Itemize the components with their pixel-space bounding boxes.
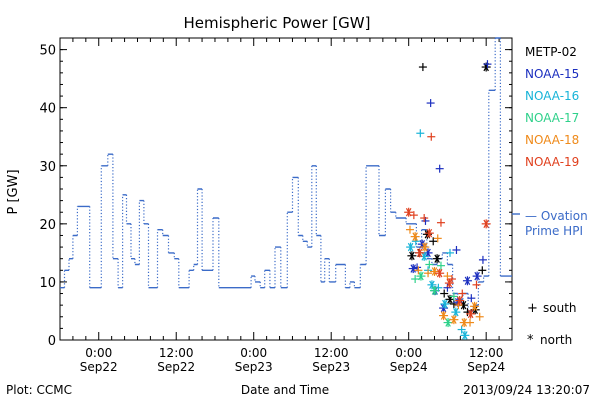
legend-entry: METP-02 — [525, 45, 577, 59]
plot-area: 010203040500:00Sep2212:00Sep220:00Sep231… — [39, 37, 513, 374]
x-tick-label-date: Sep22 — [157, 360, 195, 374]
data-point-south — [424, 269, 433, 278]
data-point-south — [443, 272, 452, 281]
data-point-north — [459, 318, 469, 328]
data-point-south — [440, 289, 449, 298]
data-point-north — [404, 207, 414, 217]
data-point-south — [483, 60, 492, 69]
data-point-south — [418, 63, 427, 72]
x-tick-label-date: Sep24 — [390, 360, 428, 374]
data-point-south — [452, 245, 461, 254]
data-point-south — [472, 280, 481, 289]
data-point-south — [458, 289, 467, 298]
data-point-south — [436, 218, 445, 227]
data-point-south — [427, 132, 436, 141]
x-tick-label-date: Sep24 — [467, 360, 505, 374]
x-tick-label-time: 0:00 — [395, 346, 422, 360]
y-tick-label: 30 — [39, 160, 56, 175]
data-point-south — [446, 248, 455, 257]
data-point-south — [435, 164, 444, 173]
chart-title: Hemispheric Power [GW] — [184, 14, 371, 32]
data-point-south — [433, 234, 442, 243]
data-point-south — [414, 266, 423, 275]
data-point-north — [424, 228, 434, 238]
y-tick-label: 50 — [39, 44, 56, 59]
data-point-north — [462, 276, 472, 286]
data-point-north — [435, 268, 445, 278]
y-tick-label: 10 — [39, 276, 56, 291]
data-point-south — [426, 99, 435, 108]
legend-entry: NOAA-19 — [525, 155, 579, 169]
data-point-north — [430, 266, 440, 276]
data-point-north — [410, 232, 420, 242]
data-point-north — [440, 299, 450, 309]
data-point-north — [406, 242, 416, 252]
data-point-south — [475, 312, 484, 321]
data-point-north — [460, 330, 470, 340]
x-tick-label-time: 12:00 — [469, 346, 504, 360]
data-point-north — [415, 248, 425, 258]
data-point-north — [470, 301, 480, 311]
data-point-north — [408, 264, 418, 274]
legend-south-symbol: + — [527, 301, 538, 316]
data-point-north — [481, 219, 491, 229]
x-tick-label-time: 0:00 — [240, 346, 267, 360]
legend-south-label: south — [543, 301, 577, 315]
x-tick-label-date: Sep22 — [80, 360, 118, 374]
legend-north-symbol: * — [527, 333, 534, 348]
legend-ovation-line1: — Ovation — [525, 209, 588, 223]
legend-entry: NOAA-15 — [525, 67, 579, 81]
plot-timestamp: 2013/09/24 13:20:07 — [463, 383, 590, 397]
x-tick-label-date: Sep23 — [312, 360, 350, 374]
data-point-north — [466, 309, 476, 319]
ovation-series-line — [60, 37, 512, 312]
data-point-north — [472, 271, 482, 281]
legend-entry: NOAA-17 — [525, 111, 579, 125]
y-tick-label: 40 — [39, 102, 56, 117]
x-axis-label: Date and Time — [241, 383, 329, 397]
y-tick-label: 20 — [39, 218, 56, 233]
data-point-south — [457, 325, 466, 334]
x-tick-label-date: Sep23 — [235, 360, 273, 374]
data-point-north — [420, 242, 430, 252]
data-point-south — [478, 255, 487, 264]
plot-credit: Plot: CCMC — [6, 383, 72, 397]
x-tick-label-time: 0:00 — [85, 346, 112, 360]
data-point-north — [407, 251, 417, 261]
data-point-north — [451, 307, 461, 317]
data-point-south — [405, 225, 414, 234]
data-point-north — [455, 296, 465, 306]
data-point-south — [436, 261, 445, 270]
legend-entry: NOAA-16 — [525, 89, 579, 103]
legend-ovation-line2: Prime HPI — [525, 224, 583, 238]
data-point-north — [432, 254, 442, 264]
x-tick-label-time: 12:00 — [159, 346, 194, 360]
data-point-north — [419, 251, 429, 261]
legend: METP-02 NOAA-15 NOAA-16 NOAA-17 NOAA-18 NOAA-… — [512, 45, 588, 348]
data-point-south — [449, 292, 458, 301]
data-point-north — [444, 278, 454, 288]
legend-north-label: north — [540, 333, 572, 347]
data-point-south — [467, 294, 476, 303]
data-point-north — [416, 271, 426, 281]
data-point-south — [416, 129, 425, 138]
data-point-south — [443, 283, 452, 292]
x-tick-label-time: 12:00 — [314, 346, 349, 360]
legend-entry: NOAA-18 — [525, 133, 579, 147]
data-point-south — [478, 266, 487, 275]
data-point-south — [411, 275, 420, 284]
data-point-south — [425, 260, 434, 269]
data-point-south — [429, 237, 438, 246]
data-point-north — [439, 311, 449, 321]
data-point-south — [409, 211, 418, 220]
y-axis-label: P [GW] — [6, 169, 21, 214]
data-point-south — [420, 214, 429, 223]
data-point-north — [427, 280, 437, 290]
data-point-north — [449, 315, 459, 325]
y-tick-label: 0 — [48, 334, 56, 349]
data-point-north — [430, 286, 440, 296]
